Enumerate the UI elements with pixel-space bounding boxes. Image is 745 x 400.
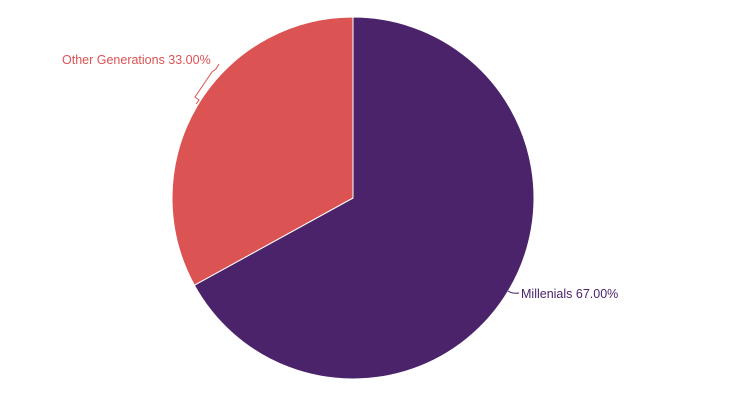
- pie-slice-millenials: [193, 16, 535, 380]
- leader-line-millenials: [507, 290, 520, 294]
- leader-line-other-generations: [194, 63, 220, 105]
- pie-slice-other-generations: [171, 16, 354, 286]
- slice-label-other-generations: Other Generations 33.00%: [62, 53, 211, 67]
- slice-label-millenials: Millenials 67.00%: [521, 287, 618, 301]
